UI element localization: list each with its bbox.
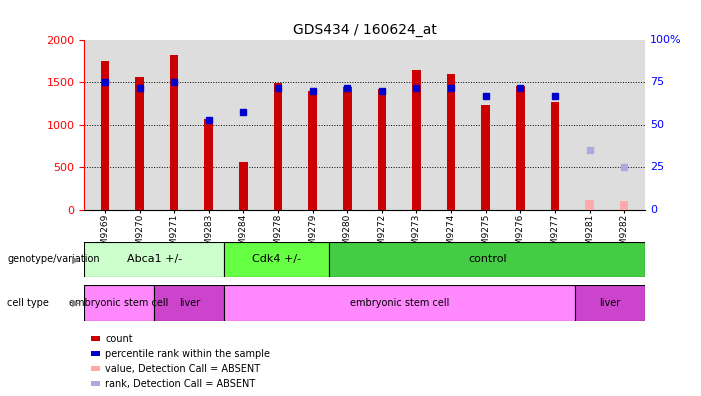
Bar [412,70,421,210]
Text: cell type: cell type [7,298,49,308]
Bar [585,200,594,210]
Text: liver: liver [179,298,200,308]
Bar [205,119,213,210]
Text: 75: 75 [650,77,665,87]
Text: 0: 0 [650,205,657,215]
Text: ▶: ▶ [72,254,79,265]
Bar [154,285,224,321]
Text: embryonic stem cell: embryonic stem cell [350,298,449,308]
Text: percentile rank within the sample: percentile rank within the sample [105,348,270,359]
Bar [447,74,456,210]
Bar [100,61,109,210]
Text: value, Detection Call = ABSENT: value, Detection Call = ABSENT [105,364,260,374]
Bar [84,285,154,321]
Bar [343,87,351,210]
Bar [575,285,645,321]
Text: genotype/variation: genotype/variation [7,254,100,265]
Bar [550,102,559,210]
Text: ▶: ▶ [72,298,79,308]
Text: liver: liver [599,298,620,308]
Bar [482,105,490,210]
Bar [620,200,629,210]
Bar [239,162,247,210]
Text: control: control [468,254,507,265]
Bar [378,89,386,210]
Bar [329,242,645,277]
Bar [84,242,224,277]
Bar [308,91,317,210]
Bar [273,83,283,210]
Text: 50: 50 [650,120,664,130]
Text: Abca1 +/-: Abca1 +/- [127,254,182,265]
Text: 100%: 100% [650,34,682,45]
Text: count: count [105,333,132,344]
Text: embryonic stem cell: embryonic stem cell [69,298,169,308]
Title: GDS434 / 160624_at: GDS434 / 160624_at [292,23,437,37]
Bar [516,86,524,210]
Bar [135,77,144,210]
Bar [224,285,575,321]
Bar [224,242,329,277]
Bar [170,55,179,210]
Text: rank, Detection Call = ABSENT: rank, Detection Call = ABSENT [105,379,255,389]
Text: Cdk4 +/-: Cdk4 +/- [252,254,301,265]
Text: 25: 25 [650,162,665,172]
